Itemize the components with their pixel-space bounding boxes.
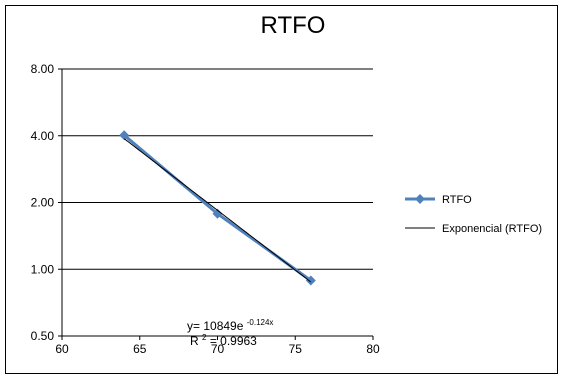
x-tick-label: 65 [133, 342, 147, 356]
equation-prefix: y= 10849e [187, 319, 244, 333]
y-tick-label: 8.00 [31, 62, 55, 76]
equation-exponent: -0.124x [247, 318, 274, 327]
y-tick-label: 4.00 [31, 129, 55, 143]
x-tick-label: 80 [366, 342, 380, 356]
x-tick-labels: 60 65 70 75 80 [55, 342, 380, 356]
y-tick-label: 0.50 [31, 329, 55, 343]
trendline-equation: y= 10849e -0.124x [187, 318, 273, 333]
y-tick-label: 2.00 [31, 196, 55, 210]
legend-label-series: RTFO [442, 194, 472, 206]
legend-series-marker [415, 194, 425, 204]
data-point-marker [212, 208, 223, 219]
axis-layer [58, 68, 374, 340]
chart-frame [5, 5, 558, 374]
trendline-r2: R 2 = 0.9963 [190, 329, 257, 348]
legend-label-trendline: Exponencial (RTFO) [442, 223, 542, 235]
x-tick-label: 60 [55, 342, 69, 356]
y-tick-labels: 8.00 4.00 2.00 1.00 0.50 [31, 62, 55, 343]
r2-label: R [190, 334, 199, 348]
series-line-rtfo [123, 134, 312, 282]
series-markers [119, 130, 316, 286]
legend: RTFO Exponencial (RTFO) [405, 194, 542, 235]
r2-exponent: 2 [202, 333, 207, 342]
trendline-exponential [123, 138, 312, 283]
r2-value: = 0.9963 [210, 334, 257, 348]
chart-title: RTFO [261, 12, 326, 39]
x-tick-label: 75 [289, 342, 303, 356]
x-tick-label: 70 [211, 342, 225, 356]
data-point-marker [119, 130, 130, 141]
y-tick-label: 1.00 [31, 262, 55, 276]
data-point-marker [305, 275, 316, 286]
grid-layer [62, 68, 373, 270]
